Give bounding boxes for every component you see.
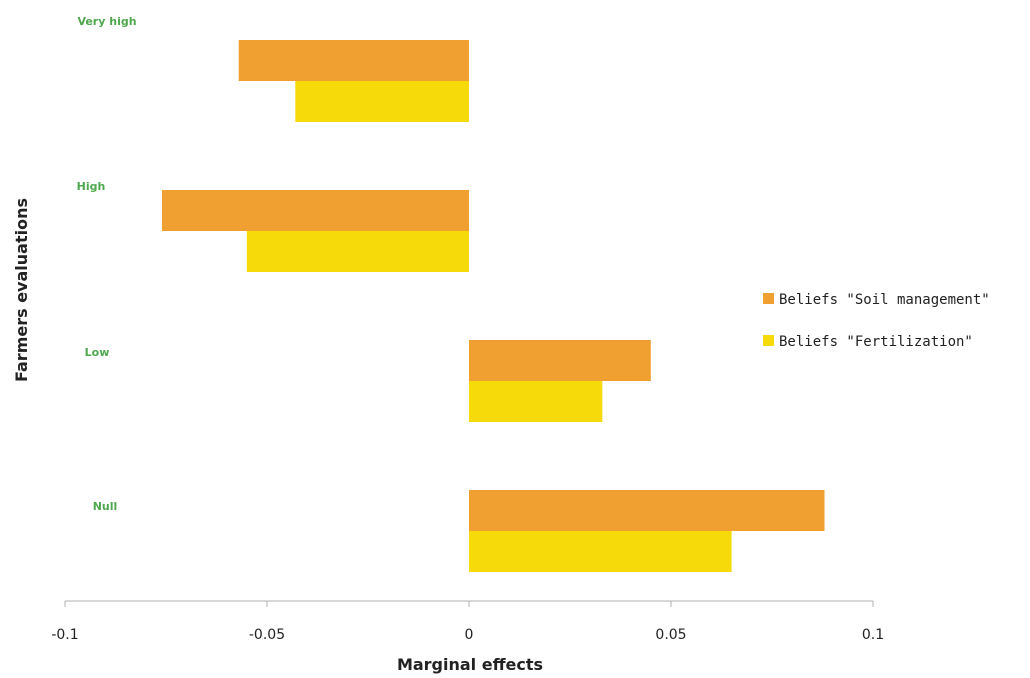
bar-low-series-1 (469, 340, 651, 381)
legend-swatch (763, 335, 774, 346)
x-tick-label: 0.1 (862, 627, 884, 643)
bar-null-series-2 (469, 531, 732, 572)
x-tick-label: -0.05 (249, 627, 285, 643)
x-tick-label: 0 (465, 627, 474, 643)
x-axis-ticks: -0.1 -0.05 0 0.05 0.1 (51, 601, 884, 643)
legend-label: Beliefs "Soil management" (779, 292, 990, 308)
bar-null-series-1 (469, 490, 825, 531)
bar-very-high-series-2 (295, 81, 469, 122)
y-axis-title: Farmers evaluations (12, 198, 31, 382)
legend-swatch (763, 293, 774, 304)
category-label-null: Null (93, 500, 118, 513)
bar-very-high-series-1 (238, 40, 469, 81)
category-label-low: Low (85, 346, 110, 359)
x-tick-label: -0.1 (51, 627, 78, 643)
bars-group (161, 40, 825, 572)
legend-label: Beliefs "Fertilization" (779, 334, 973, 350)
category-label-very-high: Very high (77, 15, 136, 28)
bar-low-series-2 (469, 381, 603, 422)
x-axis-title: Marginal effects (397, 655, 543, 674)
category-label-high: High (77, 180, 106, 193)
legend: Beliefs "Soil management" Beliefs "Fertil… (763, 292, 990, 350)
x-tick-label: 0.05 (655, 627, 686, 643)
category-labels: Very high High Low Null (77, 15, 137, 513)
bar-high-series-1 (161, 190, 469, 231)
bar-high-series-2 (246, 231, 469, 272)
